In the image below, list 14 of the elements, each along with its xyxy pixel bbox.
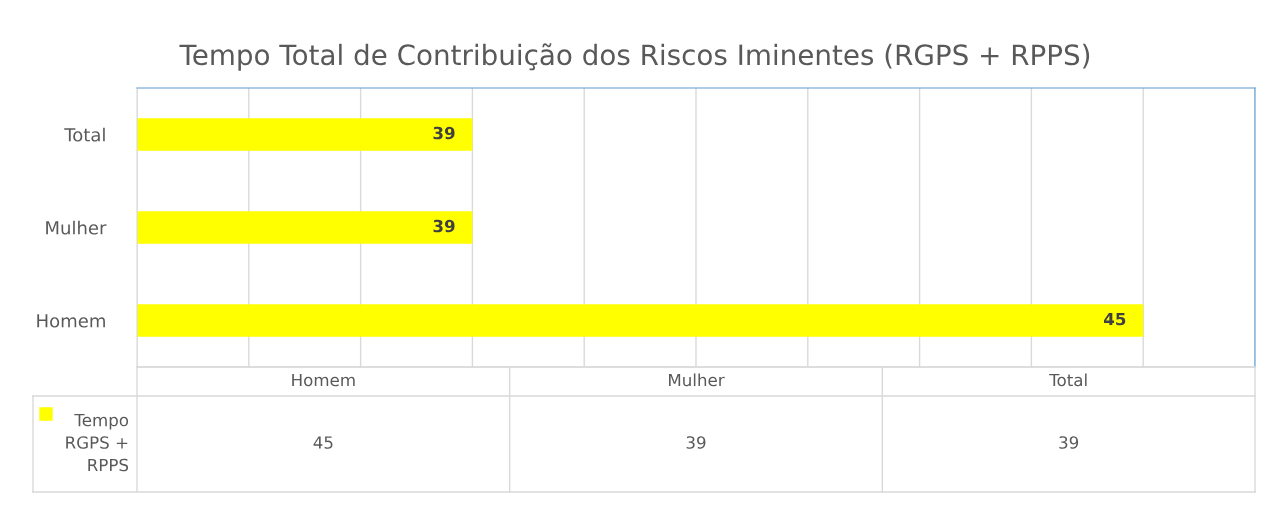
text: 45 bbox=[313, 436, 333, 449]
y-tick-label: Mulher bbox=[46, 220, 107, 235]
legend-label: Tempo RGPS + RPPS bbox=[66, 413, 129, 472]
text: 39 bbox=[1059, 436, 1079, 449]
data-label: 45 bbox=[1103, 312, 1126, 326]
chart-title: Tempo Total de Contribuição dos Riscos Iminentes (RGPS + RPPS) bbox=[179, 43, 1090, 71]
data-label: 39 bbox=[433, 126, 455, 140]
y-tick-label: Total bbox=[64, 127, 105, 142]
text: 39 bbox=[686, 436, 706, 449]
y-tick-label: Homem bbox=[37, 314, 105, 328]
category-label: Mulher bbox=[669, 373, 725, 387]
category-label: Total bbox=[1049, 373, 1087, 387]
data-label: 39 bbox=[433, 219, 455, 233]
category-label: Homem bbox=[292, 373, 355, 387]
